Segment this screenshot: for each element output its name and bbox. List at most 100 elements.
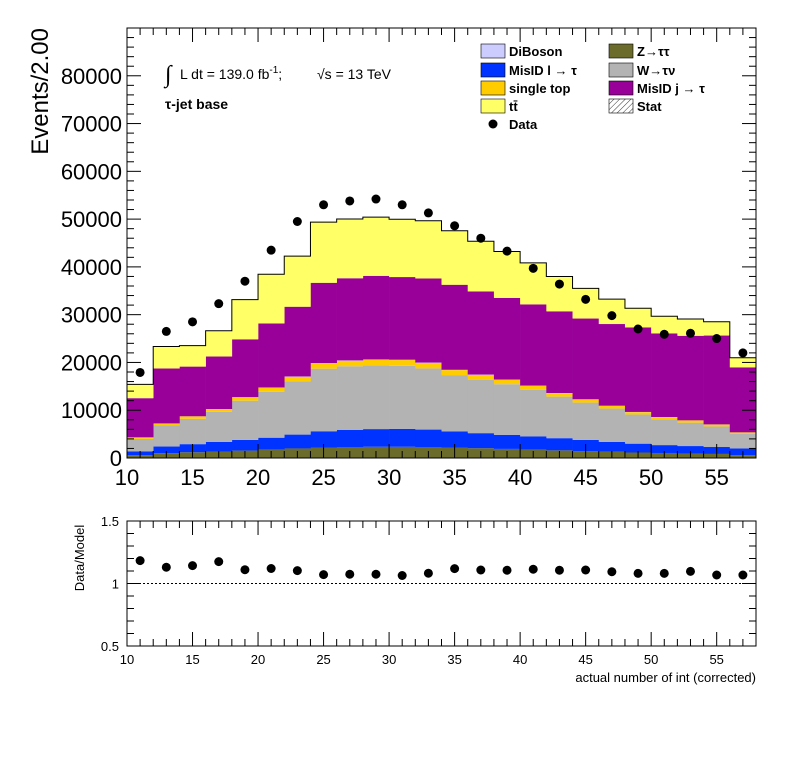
bar-single-top-10: [389, 360, 416, 366]
main-y-tick-label: 50000: [61, 207, 122, 232]
ratio-point-2: [188, 561, 198, 571]
bar-tt-19: [624, 308, 652, 328]
bar-misid-l-20: [651, 445, 678, 453]
main-y-tick-label: 60000: [61, 159, 122, 184]
ratio-point-7: [319, 570, 329, 580]
bar-misid-j-18: [598, 324, 626, 406]
bar-misid-j-14: [493, 297, 521, 380]
data-point-16: [554, 279, 564, 289]
bar-single-top-20: [651, 417, 678, 420]
ratio-axis-ticks: [126, 520, 757, 647]
main-x-tick-label: 10: [115, 465, 139, 490]
bar-single-top-21: [677, 420, 704, 423]
stack-outline: [126, 216, 757, 458]
data-point-9: [371, 194, 381, 204]
energy-text: √s = 13 TeV: [317, 66, 392, 82]
main-x-tick-labels: 10 15 20 25 30 35 40 45 50 55: [115, 465, 729, 490]
bar-single-top-1: [153, 423, 180, 426]
bar-tt-22: [703, 321, 731, 336]
bar-misid-j-23: [729, 367, 757, 433]
legend-label-diboson: DiBoson: [509, 44, 563, 59]
ratio-point-23: [738, 570, 748, 580]
legend-label-misid-l: MisID l → τ: [509, 63, 577, 78]
bar-tt-8: [336, 219, 364, 279]
main-x-tick-label: 30: [377, 465, 401, 490]
legend-swatch-single-top: [480, 80, 506, 96]
ratio-point-9: [371, 569, 381, 579]
bar-misid-l-15: [520, 436, 547, 450]
bar-misid-l-3: [205, 441, 233, 452]
integral-symbol: ∫: [163, 62, 173, 89]
bar-single-top-12: [441, 370, 469, 376]
main-x-tick-label: 50: [639, 465, 663, 490]
bar-tt-13: [467, 241, 495, 292]
bar-w-22: [703, 426, 731, 448]
bar-misid-l-18: [598, 441, 626, 452]
legend: DiBoson MisID l → τ single top tt̄ Data …: [480, 43, 705, 132]
bar-misid-j-12: [441, 284, 469, 370]
ratio-x-tick-label: 15: [185, 652, 199, 667]
bar-misid-j-6: [284, 306, 311, 377]
bar-misid-j-10: [389, 277, 416, 360]
bar-w-11: [415, 368, 442, 430]
bar-misid-l-9: [362, 429, 390, 447]
data-point-12: [450, 221, 460, 231]
legend-swatch-stat: [608, 98, 634, 114]
data-point-18: [607, 311, 617, 321]
data-point-5: [266, 245, 276, 255]
ratio-point-12: [450, 564, 460, 574]
bar-tt-2: [179, 345, 206, 367]
bar-tt-3: [205, 330, 233, 357]
bar-w-1: [153, 425, 180, 447]
bar-single-top-11: [415, 362, 442, 369]
ratio-y-tick-label: 1: [112, 577, 119, 592]
luminosity-value: L dt = 139.0 fb: [180, 66, 270, 82]
main-frame: [126, 27, 757, 459]
bar-single-top-22: [703, 424, 731, 427]
bar-single-top-7: [310, 363, 337, 369]
legend-label-ztautau: Z→ττ: [637, 44, 670, 59]
ratio-x-tick-label: 25: [316, 652, 330, 667]
data-points: [135, 194, 748, 377]
luminosity-text: L dt = 139.0 fb-1;: [180, 65, 282, 82]
legend-label-stat: Stat: [637, 99, 662, 114]
bar-misid-j-9: [362, 275, 390, 360]
main-x-tick-label: 40: [508, 465, 532, 490]
ratio-frame: [126, 520, 757, 647]
ratio-point-3: [214, 557, 224, 567]
data-point-6: [292, 217, 302, 226]
data-point-3: [214, 299, 224, 309]
ratio-plot: 10 15 20 25 30 35 40 45 50 55 0.511.5 Data/Model …: [72, 514, 757, 685]
bar-misid-j-5: [258, 323, 285, 388]
bar-misid-j-4: [231, 339, 259, 398]
data-point-8: [345, 196, 355, 206]
main-x-tick-label: 45: [573, 465, 597, 490]
bar-w-18: [598, 408, 626, 442]
ratio-point-6: [292, 566, 302, 576]
data-point-1: [161, 326, 171, 336]
legend-swatch-misid-l: [480, 62, 506, 78]
bar-misid-j-1: [153, 368, 180, 424]
bar-single-top-0: [127, 437, 154, 439]
bar-w-2: [179, 418, 206, 445]
bar-w-7: [310, 368, 337, 432]
data-point-15: [528, 263, 538, 273]
main-plot: 10 15 20 25 30 35 40 45 50 55 0 10000 20000 30000 400…: [27, 27, 757, 490]
bar-misid-l-4: [231, 439, 259, 451]
data-point-22: [712, 334, 722, 344]
bar-w-17: [572, 402, 600, 440]
bar-tt-7: [310, 222, 337, 283]
bar-misid-l-11: [415, 429, 442, 448]
bar-tt-6: [284, 256, 311, 307]
data-point-0: [135, 367, 145, 377]
ratio-point-14: [502, 565, 512, 575]
luminosity-unit-exponent: -1: [269, 65, 278, 76]
bar-misid-j-15: [520, 304, 547, 386]
legend-swatch-diboson: [480, 43, 506, 59]
legend-label-misid-j: MisID j → τ: [637, 81, 705, 96]
legend-swatch-ztautau: [608, 43, 634, 59]
ratio-point-8: [345, 569, 355, 579]
main-x-tick-label: 55: [704, 465, 728, 490]
data-point-7: [319, 200, 329, 210]
